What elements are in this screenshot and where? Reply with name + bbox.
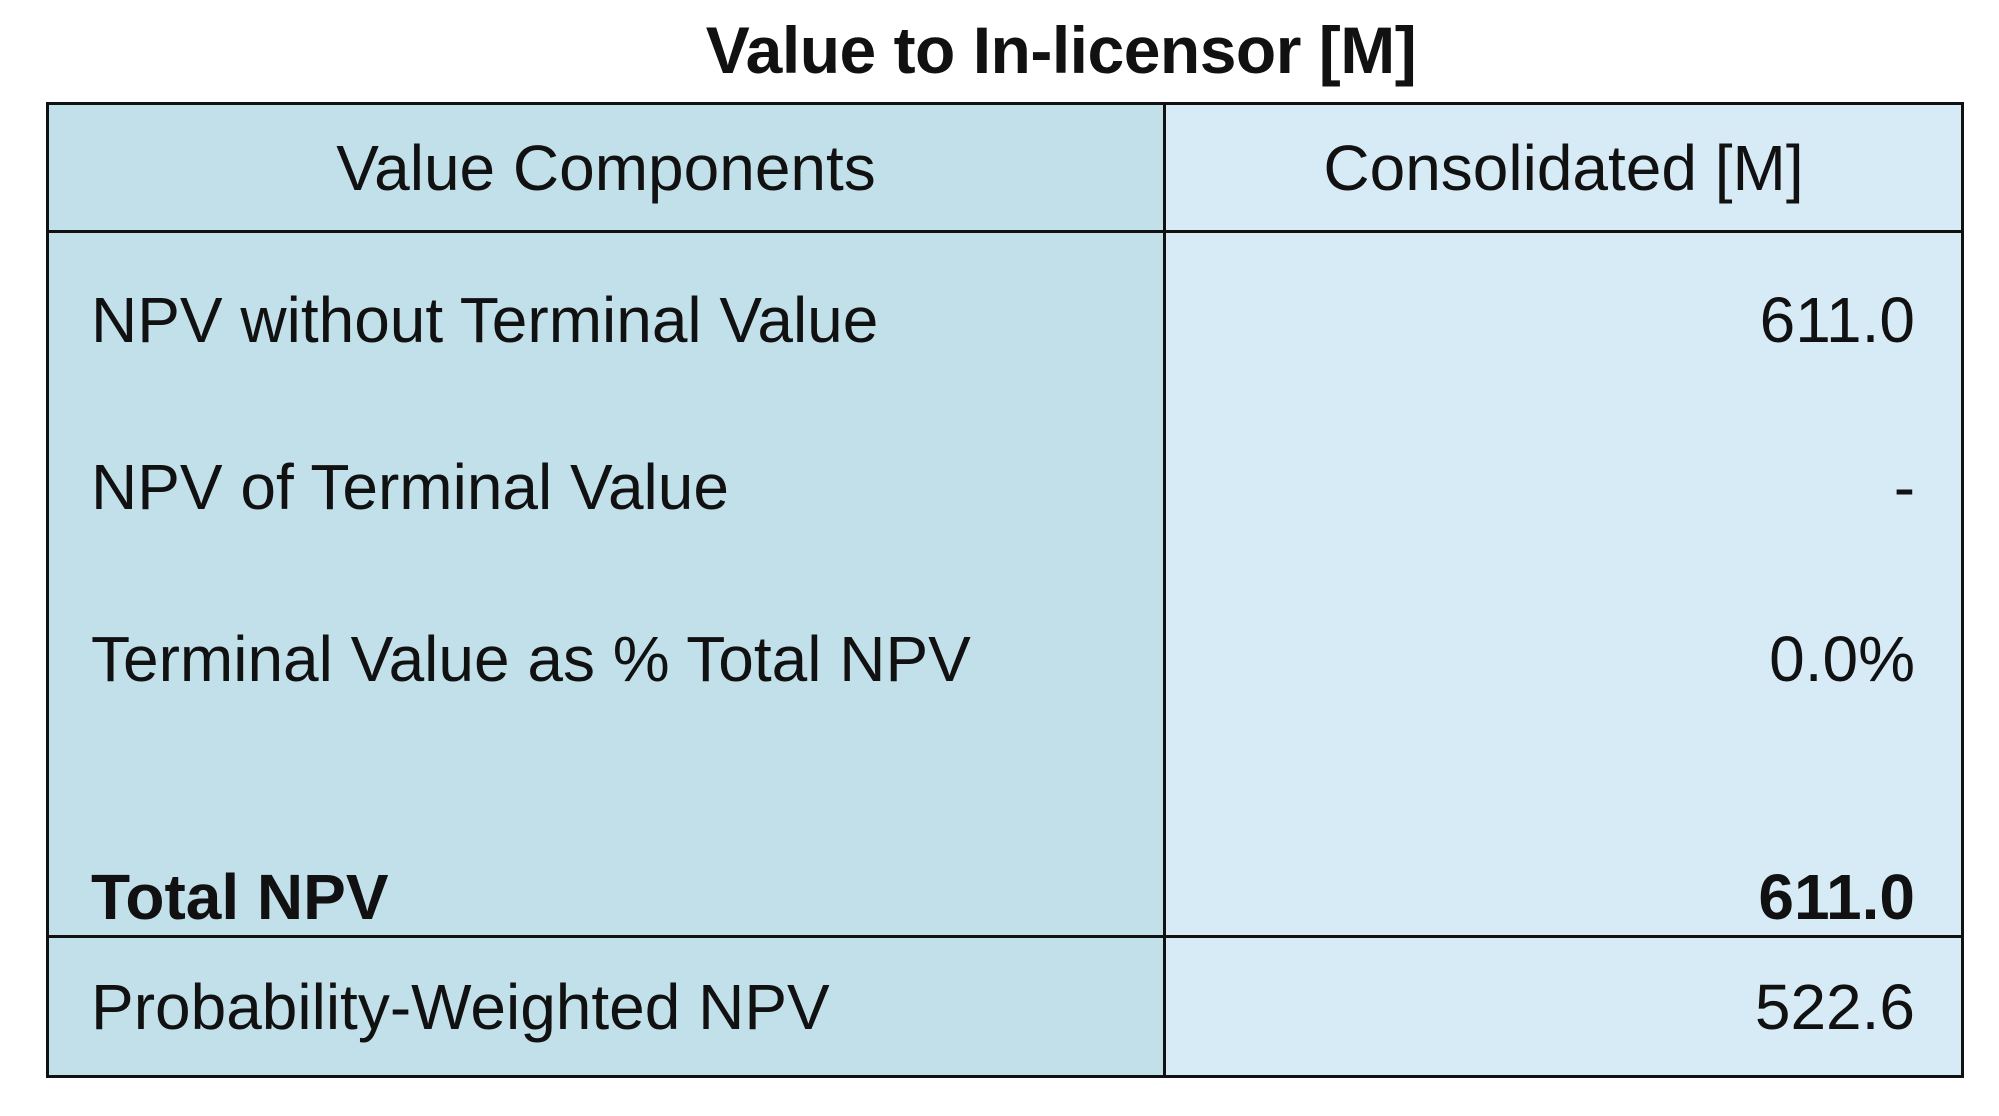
consolidated-column: 611.0 - 0.0% 611.0 <box>1166 233 1961 935</box>
table-title: Value to In-licensor [M] <box>705 13 1417 87</box>
header-consolidated: Consolidated [M] <box>1166 105 1961 233</box>
row-label-terminal-pct: Terminal Value as % Total NPV <box>91 623 971 695</box>
row-label-npv-without-terminal: NPV without Terminal Value <box>91 284 879 356</box>
row-value-terminal-pct: 0.0% <box>1769 623 1915 695</box>
value-table: Value Components Consolidated [M] NPV wi… <box>46 102 1964 1078</box>
row-value-npv-without-terminal: 611.0 <box>1759 284 1915 356</box>
row-value-total-npv: 611.0 <box>1758 861 1915 933</box>
row-label-npv-of-terminal: NPV of Terminal Value <box>91 451 729 523</box>
row-value-npv-of-terminal: - <box>1893 451 1915 523</box>
footer-value-prob-weighted-npv: 522.6 <box>1166 935 1961 1075</box>
header-value-components: Value Components <box>49 105 1166 233</box>
footer-label-prob-weighted-npv: Probability-Weighted NPV <box>49 935 1166 1075</box>
row-label-total-npv: Total NPV <box>91 861 389 933</box>
value-components-column: NPV without Terminal Value NPV of Termin… <box>49 233 1166 935</box>
